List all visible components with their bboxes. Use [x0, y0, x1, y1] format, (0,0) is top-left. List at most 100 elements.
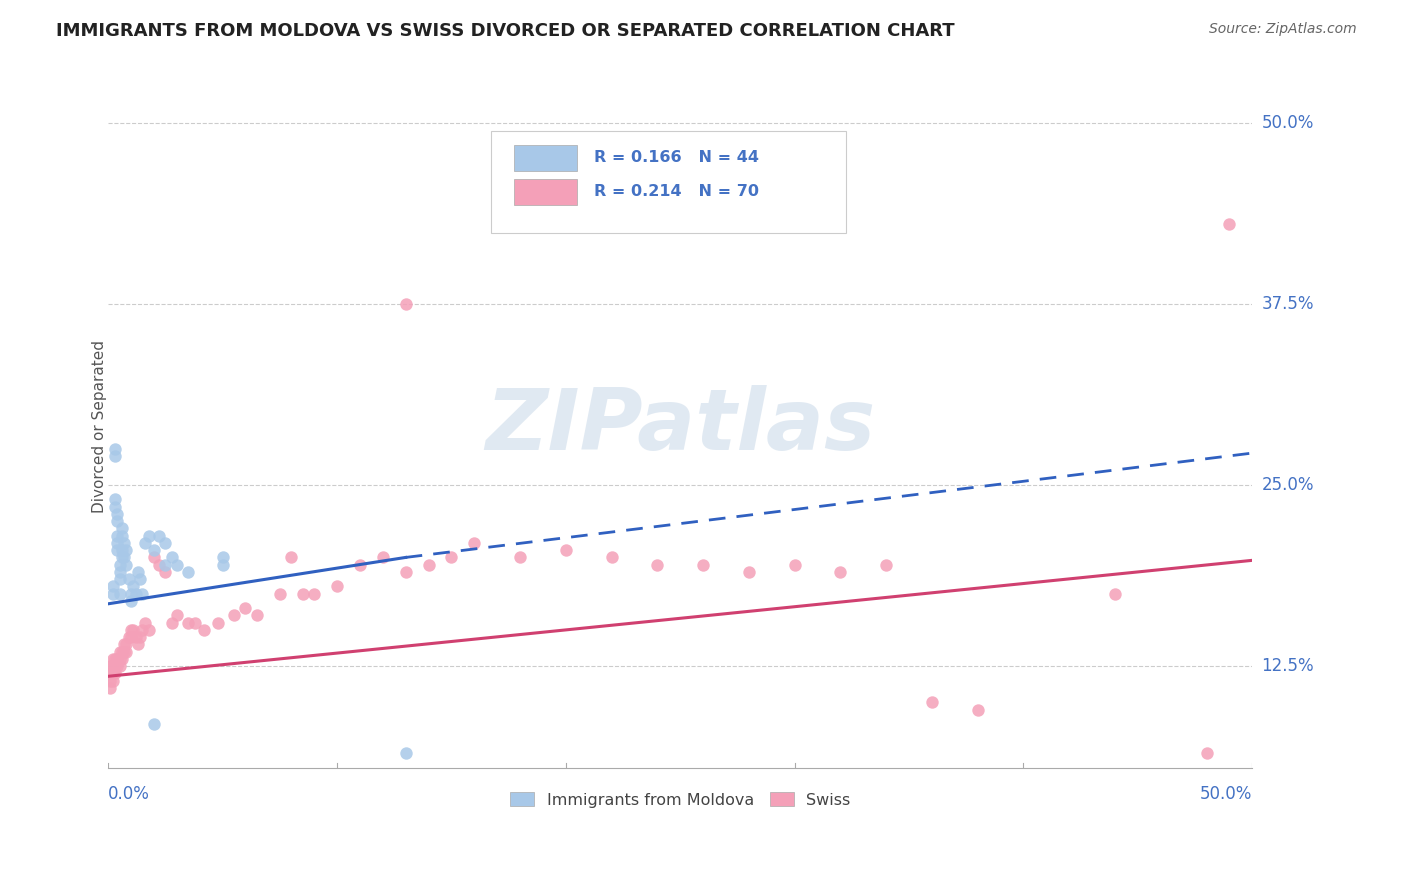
Point	[101, 673, 124, 688]
Point	[112, 536, 135, 550]
Point	[184, 615, 207, 630]
Point	[105, 536, 128, 550]
Point	[104, 492, 127, 507]
Point	[131, 623, 153, 637]
Point	[101, 652, 124, 666]
Text: 37.5%: 37.5%	[1261, 294, 1315, 313]
Point	[105, 514, 128, 528]
Point	[418, 558, 440, 572]
Point	[111, 529, 134, 543]
Point	[235, 601, 257, 615]
Point	[783, 558, 806, 572]
Point	[177, 615, 200, 630]
Point	[111, 652, 134, 666]
Point	[647, 558, 669, 572]
Point	[162, 550, 184, 565]
Point	[100, 659, 122, 673]
Point	[105, 507, 128, 521]
Point	[100, 681, 122, 695]
Point	[120, 587, 142, 601]
Text: Source: ZipAtlas.com: Source: ZipAtlas.com	[1209, 22, 1357, 37]
Point	[115, 543, 138, 558]
Point	[142, 550, 165, 565]
Point	[1218, 217, 1240, 231]
Point	[111, 550, 134, 565]
Text: 50.0%: 50.0%	[1199, 785, 1253, 803]
FancyBboxPatch shape	[515, 179, 578, 205]
Point	[108, 587, 131, 601]
Point	[395, 297, 418, 311]
Point	[104, 666, 127, 681]
Point	[440, 550, 463, 565]
Point	[124, 587, 146, 601]
Point	[122, 579, 145, 593]
Point	[222, 608, 245, 623]
Point	[463, 536, 485, 550]
Text: IMMIGRANTS FROM MOLDOVA VS SWISS DIVORCED OR SEPARATED CORRELATION CHART: IMMIGRANTS FROM MOLDOVA VS SWISS DIVORCE…	[56, 22, 955, 40]
Point	[112, 637, 135, 651]
Text: 12.5%: 12.5%	[1261, 657, 1315, 675]
Point	[211, 558, 233, 572]
Point	[120, 594, 142, 608]
Point	[509, 550, 531, 565]
Point	[100, 673, 122, 688]
Point	[148, 558, 170, 572]
Y-axis label: Divorced or Separated: Divorced or Separated	[93, 341, 107, 514]
Point	[280, 550, 302, 565]
Legend: Immigrants from Moldova, Swiss: Immigrants from Moldova, Swiss	[503, 786, 858, 814]
Text: R = 0.166   N = 44: R = 0.166 N = 44	[595, 151, 759, 165]
Point	[124, 630, 146, 644]
Point	[115, 558, 138, 572]
Text: 0.0%: 0.0%	[108, 785, 150, 803]
Point	[193, 623, 215, 637]
Point	[122, 623, 145, 637]
Point	[371, 550, 394, 565]
Point	[127, 565, 149, 579]
Point	[875, 558, 897, 572]
Point	[395, 746, 418, 760]
Point	[246, 608, 269, 623]
Point	[177, 565, 200, 579]
Point	[108, 645, 131, 659]
Point	[104, 500, 127, 514]
Text: ZIPatlas: ZIPatlas	[485, 385, 876, 468]
Point	[921, 695, 943, 709]
Point	[101, 587, 124, 601]
Point	[115, 645, 138, 659]
Point	[349, 558, 371, 572]
Point	[1195, 746, 1218, 760]
Point	[134, 615, 156, 630]
Point	[104, 442, 127, 456]
Point	[966, 703, 988, 717]
Point	[129, 630, 152, 644]
Point	[129, 572, 152, 586]
Point	[108, 652, 131, 666]
Point	[1104, 587, 1126, 601]
Point	[738, 565, 761, 579]
Point	[104, 659, 127, 673]
Point	[108, 565, 131, 579]
Point	[600, 550, 623, 565]
Point	[112, 645, 135, 659]
Point	[138, 529, 160, 543]
Point	[148, 529, 170, 543]
Point	[554, 543, 576, 558]
FancyBboxPatch shape	[492, 130, 846, 233]
Point	[105, 529, 128, 543]
Point	[108, 659, 131, 673]
Point	[105, 659, 128, 673]
Text: 25.0%: 25.0%	[1261, 476, 1315, 494]
Point	[155, 558, 177, 572]
Point	[104, 652, 127, 666]
Point	[692, 558, 714, 572]
Point	[302, 587, 325, 601]
Point	[120, 623, 142, 637]
FancyBboxPatch shape	[515, 145, 578, 171]
Point	[207, 615, 229, 630]
Point	[118, 630, 141, 644]
Point	[142, 717, 165, 731]
Point	[111, 645, 134, 659]
Point	[112, 550, 135, 565]
Point	[830, 565, 852, 579]
Point	[162, 615, 184, 630]
